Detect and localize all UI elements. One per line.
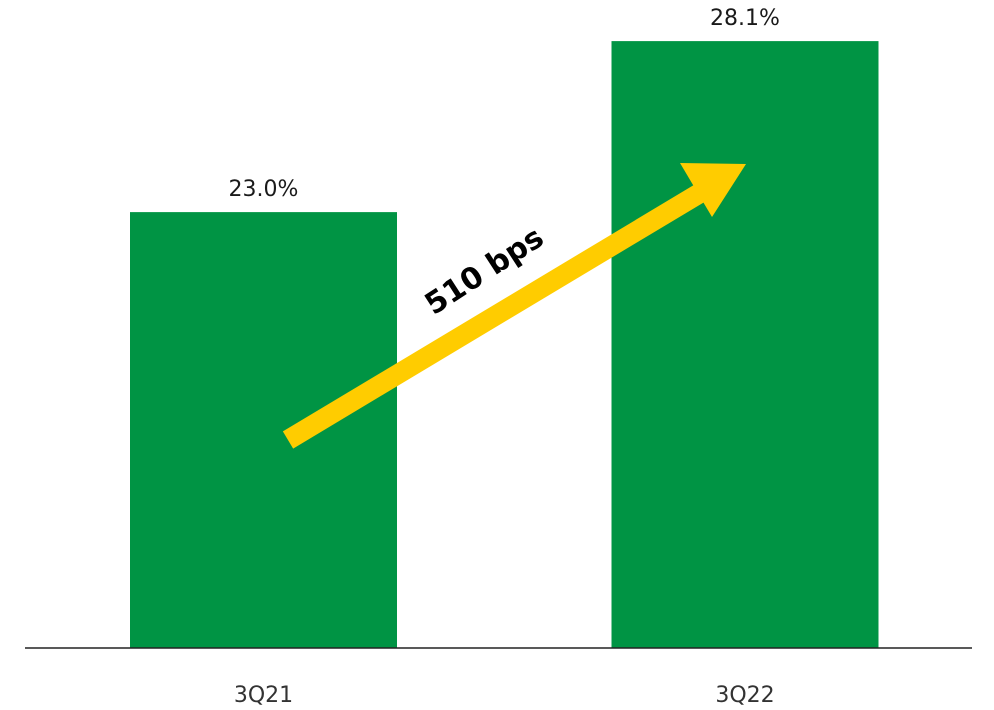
- data-label: 23.0%: [229, 177, 299, 202]
- bar: [611, 41, 879, 649]
- annotation: 510 bps: [419, 220, 550, 322]
- data-label: 28.1%: [710, 6, 780, 31]
- bar: [130, 212, 397, 649]
- arrow-shaft: [282, 181, 711, 449]
- arrow: [282, 163, 746, 449]
- x-tick-label: 3Q21: [234, 683, 293, 708]
- arrow-head: [680, 163, 746, 217]
- x-tick-label: 3Q22: [715, 683, 774, 708]
